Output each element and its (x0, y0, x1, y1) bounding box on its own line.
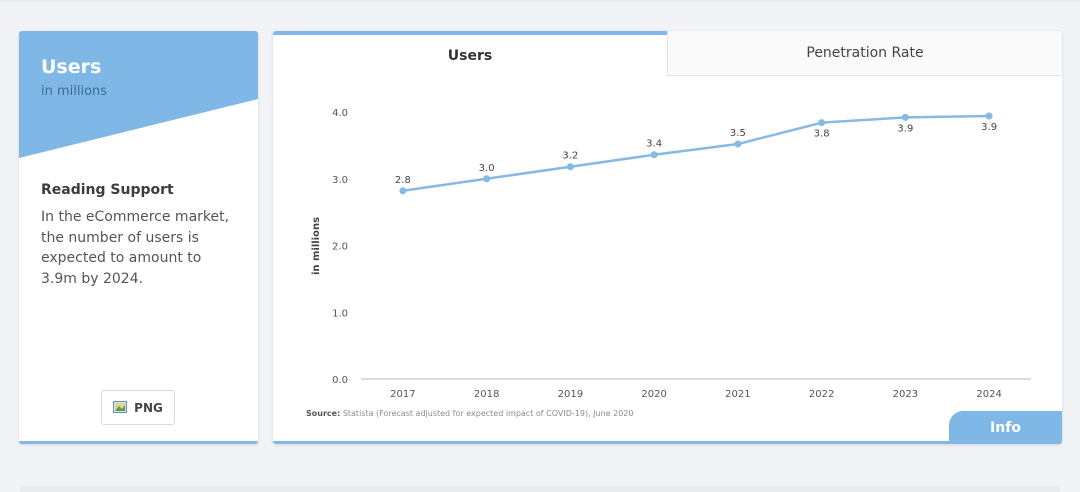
data-label: 3.5 (730, 128, 746, 139)
data-point[interactable] (734, 140, 742, 148)
chart-card: Users Penetration Rate 0.0 1.0 2.0 3.0 4.0 2… (273, 31, 1062, 444)
data-point[interactable] (985, 112, 993, 120)
data-label: 3.9 (981, 122, 997, 133)
reading-support-text: In the eCommerce market, the number of u… (41, 209, 230, 287)
x-tick-label: 2020 (641, 389, 666, 400)
data-label: 3.9 (897, 123, 913, 134)
y-tick-label: 2.0 (332, 242, 348, 253)
y-tick-label: 4.0 (332, 108, 348, 119)
panel-header-banner (19, 31, 258, 158)
top-divider (0, 0, 1080, 2)
data-label: 3.2 (562, 151, 578, 162)
data-label: 3.8 (814, 129, 830, 140)
data-label: 3.0 (479, 163, 495, 174)
data-point[interactable] (566, 163, 574, 171)
panel-title: Users (41, 56, 102, 78)
source-text: Statista (Forecast adjusted for expected… (342, 409, 634, 418)
data-point[interactable] (650, 151, 658, 159)
x-tick-label: 2021 (725, 389, 750, 400)
reading-support-heading: Reading Support (41, 182, 174, 198)
data-label: 2.8 (395, 175, 411, 186)
series-line (402, 114, 990, 193)
x-tick-label: 2019 (558, 389, 583, 400)
png-download-button[interactable]: PNG (101, 390, 175, 425)
data-point[interactable] (818, 119, 826, 127)
image-icon (113, 398, 128, 417)
y-tick-label: 1.0 (332, 308, 348, 319)
png-button-label: PNG (134, 400, 163, 415)
line-chart: 0.0 1.0 2.0 3.0 4.0 2017 2018 2019 2020 2021 2022… (311, 108, 1031, 400)
x-tick-label: 2023 (893, 389, 918, 400)
data-point[interactable] (399, 187, 407, 195)
panel-subtitle: in millions (41, 84, 108, 99)
y-tick-label: 0.0 (332, 375, 348, 386)
source-note: Source: Statista (Forecast adjusted for … (306, 409, 633, 418)
x-tick-label: 2018 (474, 389, 499, 400)
x-tick-label: 2017 (390, 389, 415, 400)
data-point[interactable] (483, 175, 491, 183)
x-tick-label: 2024 (976, 389, 1001, 400)
source-label: Source: (306, 409, 341, 418)
statistic-summary-panel: Users in millions Reading Support In the… (19, 31, 258, 444)
data-label: 3.4 (646, 139, 662, 150)
tab-penetration-rate[interactable]: Penetration Rate (667, 31, 1062, 76)
data-point[interactable] (901, 113, 909, 121)
info-button[interactable]: Info (949, 411, 1062, 441)
y-tick-label: 3.0 (332, 175, 348, 186)
tab-users[interactable]: Users (273, 31, 667, 76)
bottom-divider (20, 486, 1060, 492)
x-tick-label: 2022 (809, 389, 834, 400)
y-axis-label: in millions (311, 217, 322, 275)
